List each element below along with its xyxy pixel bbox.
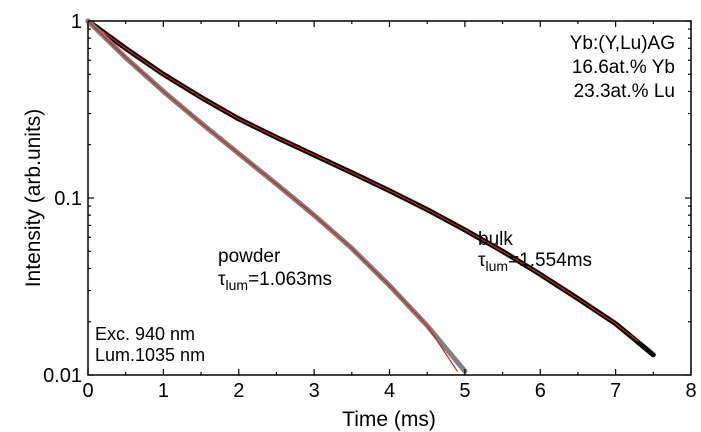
x-tick-label: 0: [82, 380, 93, 402]
x-tick-label: 2: [233, 380, 244, 402]
sample-label-line-3: 23.3at.% Lu: [574, 81, 675, 102]
x-axis-title: Time (ms): [342, 408, 436, 431]
x-tick-label: 8: [685, 380, 696, 402]
x-tick-label: 3: [309, 380, 320, 402]
y-axis-title: Intensity (arb.units): [22, 109, 45, 288]
y-tick-label: 0.01: [43, 365, 82, 387]
bulk-series-line: [85, 18, 656, 358]
y-tick-label: 0.1: [54, 188, 82, 210]
bulk-label: bulk: [478, 229, 513, 250]
excitation-label: Exc. 940 nm: [95, 324, 195, 344]
sample-label-line-2: 16.6at.% Yb: [572, 57, 675, 78]
x-tick-label: 6: [535, 380, 546, 402]
bulk-tau-label: τlum=1.554ms: [478, 250, 592, 274]
powder-tau-label: τlum=1.063ms: [218, 269, 332, 293]
x-tick-label: 5: [459, 380, 470, 402]
y-tick-label: 1: [71, 11, 82, 33]
powder-label: powder: [218, 246, 281, 267]
series-layer: [85, 18, 656, 374]
luminescence-label: Lum.1035 nm: [95, 345, 205, 365]
x-tick-label: 4: [384, 380, 395, 402]
powder-series-line: [85, 18, 468, 374]
tick-layer: 0 1 2 3 4 5 6 7 8 0.01 0.1 1: [43, 11, 697, 402]
x-tick-label: 7: [610, 380, 621, 402]
sample-label-line-1: Yb:(Y,Lu)AG: [570, 33, 675, 54]
powder-fit-series-line: [87, 20, 458, 372]
x-tick-label: 1: [158, 380, 169, 402]
bulk-fit-series-line: [87, 20, 639, 342]
